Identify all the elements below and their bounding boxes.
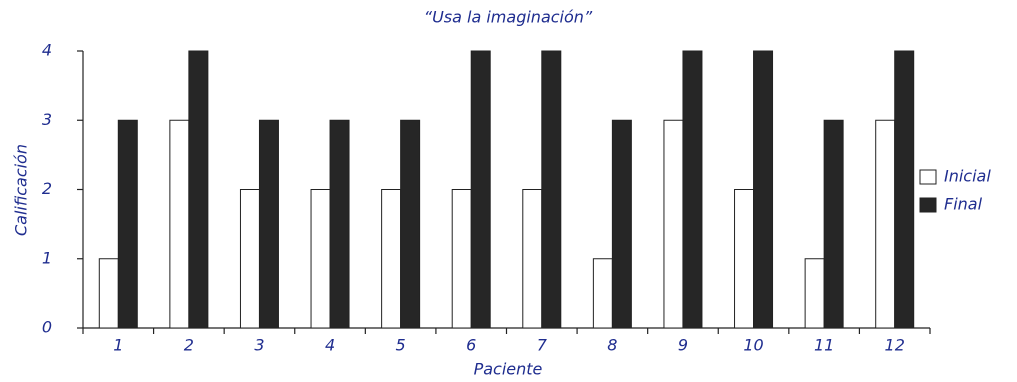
x-tick-label: 10 [743,336,763,355]
bar [823,119,844,329]
legend-swatch [919,197,937,213]
bar [117,119,138,329]
bar [522,189,543,329]
x-tick-label: 3 [254,336,264,355]
bar [258,119,279,329]
y-tick-label: 4 [42,41,52,60]
x-tick-label: 4 [325,336,335,355]
legend-label: Inicial [944,167,991,186]
x-axis-label: Paciente [474,360,543,379]
bar [753,50,774,329]
y-axis-label: Calificación [12,144,31,236]
x-tick-label: 6 [466,336,476,355]
x-tick-label: 12 [885,336,905,355]
y-tick-label: 1 [42,248,52,267]
bar [310,189,331,329]
y-tick-label: 3 [42,110,52,129]
x-tick-label: 1 [113,336,123,355]
x-tick-label: 7 [537,336,548,355]
bar [451,189,472,329]
x-tick-label: 2 [184,336,194,355]
chart-title: “Usa la imaginación” [424,8,593,27]
bar [169,119,190,329]
x-tick-label: 11 [814,336,834,355]
x-tick-label: 9 [678,336,688,355]
x-tick-label: 5 [396,336,406,355]
bar [98,258,119,329]
bar [188,50,209,329]
legend-label: Final [944,195,983,214]
y-tick-label: 0 [42,318,52,337]
bar [682,50,703,329]
legend-swatch [919,169,937,185]
bar [470,50,491,329]
bar [734,189,755,329]
x-tick-label: 8 [607,336,617,355]
bar [804,258,825,329]
bar [663,119,684,329]
bar [611,119,632,329]
bar [381,189,402,329]
bar [239,189,260,329]
y-tick-label: 2 [42,179,52,198]
bar [894,50,915,329]
bar [541,50,562,329]
bar [592,258,613,329]
bar [329,119,350,329]
bar [875,119,896,329]
bar [400,119,421,329]
